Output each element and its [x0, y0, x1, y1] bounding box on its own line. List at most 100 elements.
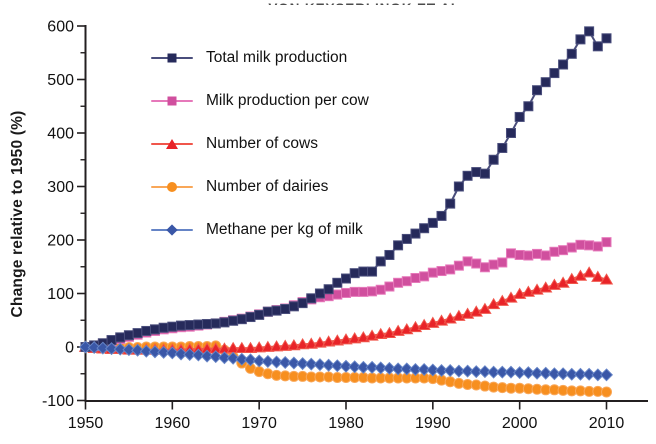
data-point	[471, 167, 482, 178]
data-point	[191, 348, 205, 362]
data-point	[539, 366, 553, 380]
data-point	[367, 266, 378, 277]
data-point	[419, 271, 430, 282]
data-point	[401, 233, 412, 244]
data-point	[132, 328, 143, 339]
data-point	[523, 250, 534, 261]
data-point	[209, 350, 223, 364]
data-point	[323, 284, 334, 295]
data-point	[391, 362, 405, 376]
data-point	[592, 241, 603, 252]
data-point	[165, 346, 179, 360]
data-point	[322, 358, 336, 372]
data-point	[565, 367, 579, 381]
legend-item-methane-per-kg-of-milk: Methane per kg of milk	[151, 220, 369, 240]
data-point	[393, 277, 404, 288]
data-point	[304, 357, 318, 371]
y-tick-label: 0	[65, 340, 74, 357]
data-point	[375, 284, 386, 295]
data-point	[200, 349, 214, 363]
data-point	[157, 345, 171, 359]
data-point	[445, 264, 456, 275]
data-point	[321, 335, 336, 347]
legend-item-milk-production-per-cow: Milk production per cow	[151, 91, 369, 111]
data-point	[123, 330, 134, 341]
data-point	[453, 181, 464, 192]
legend-line-sample	[151, 224, 193, 236]
data-point	[313, 336, 327, 348]
data-point	[573, 367, 587, 381]
data-point	[478, 365, 492, 379]
data-point	[461, 364, 475, 378]
data-point	[599, 368, 614, 382]
data-point	[410, 272, 421, 283]
running-head-text: VON KEYSERLINGK ET AL.	[268, 1, 464, 5]
data-point	[505, 248, 516, 259]
data-point	[297, 298, 308, 309]
x-tick-label: 1970	[241, 415, 277, 432]
data-point	[148, 345, 162, 359]
data-point	[393, 240, 404, 251]
data-point	[556, 367, 570, 381]
data-point	[131, 343, 145, 357]
data-point	[332, 289, 343, 300]
data-point	[287, 356, 301, 370]
data-point	[488, 154, 499, 165]
data-point	[176, 320, 187, 331]
data-point	[419, 223, 430, 234]
legend-line-sample	[151, 139, 193, 149]
legend-item-number-of-dairies: Number of dairies	[151, 177, 369, 197]
data-point	[427, 217, 438, 228]
legend-item-number-of-cows: Number of cows	[151, 134, 369, 154]
data-point	[314, 288, 325, 299]
square-marker-icon	[167, 96, 177, 106]
running-head: VON KEYSERLINGK ET AL.	[85, 0, 648, 5]
y-tick-label: 300	[47, 179, 74, 196]
data-point	[105, 342, 119, 356]
data-point	[332, 277, 343, 288]
data-point	[514, 111, 525, 122]
data-point	[348, 332, 362, 344]
legend-label: Milk production per cow	[206, 92, 369, 109]
data-point	[453, 260, 464, 271]
data-point	[591, 368, 605, 382]
data-point	[565, 272, 579, 284]
data-point	[584, 240, 595, 251]
data-point	[122, 343, 136, 357]
data-point	[426, 363, 440, 377]
data-point	[575, 34, 586, 45]
y-tick-label: -100	[42, 393, 74, 410]
data-point	[295, 337, 310, 350]
data-point	[113, 342, 127, 356]
data-point	[262, 306, 273, 317]
data-point	[235, 341, 249, 353]
legend-line-sample	[151, 53, 193, 63]
data-point	[513, 366, 527, 380]
data-point	[280, 304, 291, 315]
data-point	[384, 249, 395, 260]
data-point	[445, 198, 456, 209]
data-point	[174, 347, 188, 361]
data-point	[349, 268, 360, 279]
data-point	[384, 281, 395, 292]
data-point	[556, 276, 570, 288]
data-point	[530, 366, 544, 380]
data-point	[523, 101, 534, 112]
data-point	[219, 317, 230, 328]
data-point	[558, 59, 569, 70]
y-tick-label: 200	[47, 233, 74, 250]
data-point	[532, 85, 543, 96]
data-point	[521, 366, 535, 380]
y-tick-label: 400	[47, 126, 74, 143]
data-point	[341, 287, 351, 298]
data-point	[549, 246, 560, 257]
data-point	[479, 262, 490, 273]
data-point	[245, 312, 256, 323]
data-point	[601, 33, 612, 44]
data-point	[471, 258, 482, 269]
data-point	[374, 361, 388, 375]
data-point	[584, 26, 595, 37]
data-point	[443, 364, 457, 378]
data-point	[271, 305, 282, 316]
